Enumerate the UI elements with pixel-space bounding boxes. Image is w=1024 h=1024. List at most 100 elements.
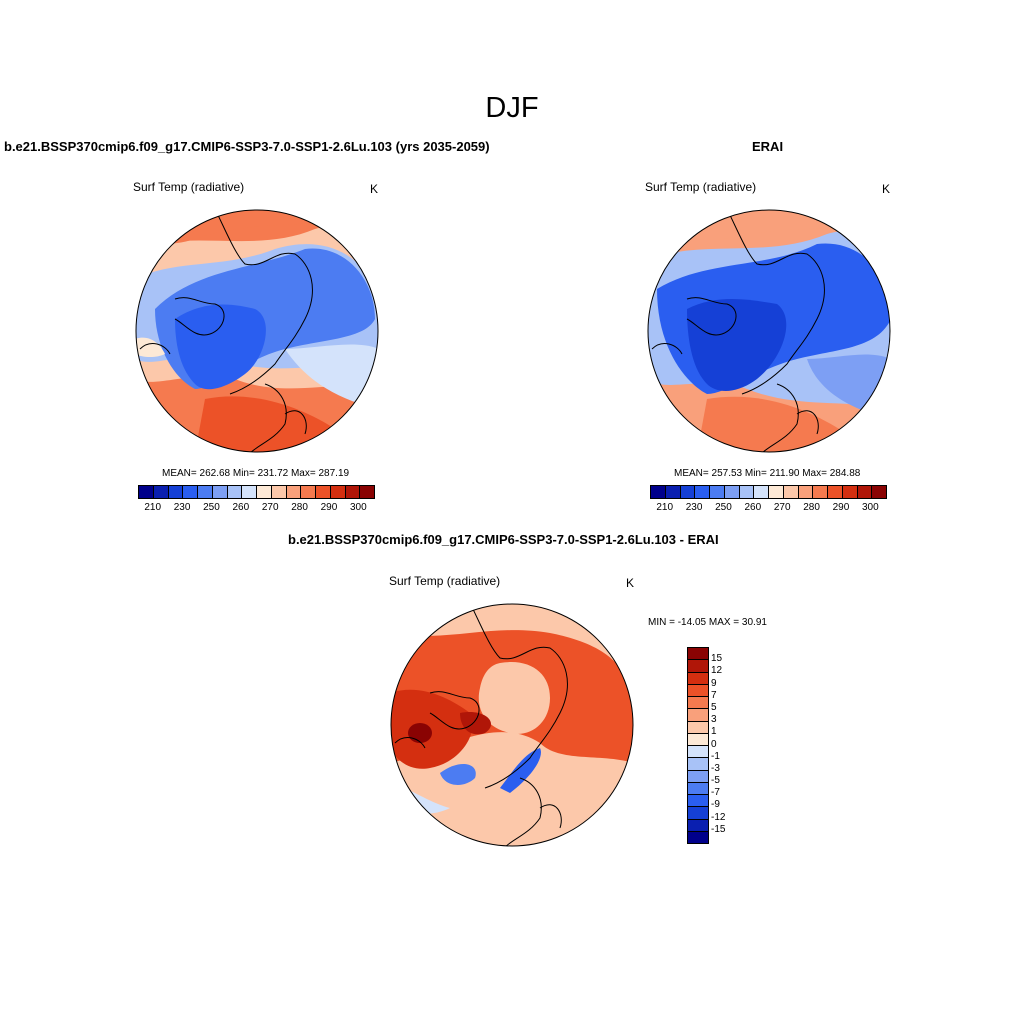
colorbar-swatch: [842, 486, 858, 498]
colorbar-swatch: [360, 486, 374, 498]
colorbar-swatch: [813, 486, 828, 498]
colorbar-swatch: [724, 486, 740, 498]
colorbar-swatch: [242, 486, 257, 498]
colorbar-tick-label: 0: [711, 738, 717, 750]
colorbar-swatch: [688, 770, 708, 783]
colorbar-swatch: [330, 486, 346, 498]
colorbar-tick-label: 250: [203, 502, 220, 513]
colorbar-tick-label: 260: [744, 502, 762, 513]
colorbar-swatch: [739, 486, 755, 498]
colorbar-swatch: [271, 486, 287, 498]
panel-2-stats: MEAN= 257.53 Min= 211.90 Max= 284.88: [674, 468, 861, 479]
colorbar-swatch: [695, 486, 710, 498]
colorbar-swatch: [688, 660, 708, 673]
panel-3-title: b.e21.BSSP370cmip6.f09_g17.CMIP6-SSP3-7.…: [288, 532, 719, 547]
panel-2-polar-map: [647, 209, 891, 453]
colorbar-swatch: [769, 486, 784, 498]
colorbar-swatch: [688, 746, 708, 759]
colorbar-tick-label: 230: [685, 502, 703, 513]
colorbar-tick-label: 250: [715, 502, 732, 513]
colorbar-swatch: [688, 697, 708, 710]
colorbar-tick-label: 5: [711, 701, 717, 713]
colorbar-tick-label: 280: [803, 502, 820, 513]
colorbar-tick-label: 290: [832, 502, 850, 513]
colorbar-swatch: [688, 819, 708, 832]
colorbar-swatch: [257, 486, 272, 498]
colorbar-swatch: [783, 486, 799, 498]
panel-3-stats: MIN = -14.05 MAX = 30.91: [648, 617, 767, 628]
panel-3-units: K: [626, 576, 635, 590]
panel-2-variable: Surf Temp (radiative): [645, 180, 757, 194]
colorbar-swatch: [857, 486, 873, 498]
colorbar-tick-label: 7: [711, 689, 717, 701]
panel-3-colorbar: [687, 647, 709, 844]
colorbar-swatch: [872, 486, 886, 498]
colorbar-swatch: [798, 486, 814, 498]
colorbar-swatch: [688, 648, 708, 661]
colorbar-tick-label: 12: [711, 665, 723, 677]
panel-1-colorbar: [138, 485, 375, 499]
colorbar-swatch: [688, 672, 708, 685]
colorbar-swatch: [688, 831, 708, 843]
panel-1-title: b.e21.BSSP370cmip6.f09_g17.CMIP6-SSP3-7.…: [4, 139, 490, 154]
colorbar-tick-label: 15: [711, 653, 723, 665]
panel-1-stats: MEAN= 262.68 Min= 231.72 Max= 287.19: [162, 468, 350, 479]
colorbar-tick-label: -1: [711, 750, 720, 762]
colorbar-swatch: [828, 486, 843, 498]
panel-2-colorbar: [650, 485, 887, 499]
colorbar-tick-label: 230: [173, 502, 191, 513]
colorbar-swatch: [688, 733, 708, 746]
panel-1-polar-map: [135, 209, 379, 453]
colorbar-tick-label: -7: [711, 787, 720, 799]
colorbar-tick-label: 280: [291, 502, 308, 513]
colorbar-swatch: [680, 486, 696, 498]
figure-title: DJF: [485, 92, 539, 124]
colorbar-swatch: [688, 684, 708, 697]
panel-2-title: ERAI: [752, 139, 784, 154]
colorbar-swatch: [198, 486, 213, 498]
colorbar-swatch: [212, 486, 228, 498]
colorbar-tick-label: 210: [144, 502, 162, 513]
colorbar-swatch: [286, 486, 302, 498]
colorbar-tick-label: 9: [711, 677, 717, 689]
colorbar-tick-label: 300: [861, 502, 879, 513]
panel-1-colorbar-ticks: 210 230 250 260 270 280 290 300: [138, 502, 373, 514]
colorbar-tick-label: 210: [656, 502, 674, 513]
panel-3-colorbar-ticks: 15 12 9 7 5 3 1 0 -1 -3 -5 -7 -9 -12 -15: [711, 647, 751, 842]
colorbar-tick-label: -12: [711, 811, 726, 823]
colorbar-tick-label: 3: [711, 714, 717, 726]
colorbar-tick-label: -9: [711, 799, 720, 811]
colorbar-tick-label: 270: [773, 502, 791, 513]
colorbar-swatch: [688, 807, 708, 820]
colorbar-tick-label: -5: [711, 775, 720, 787]
colorbar-tick-label: -3: [711, 762, 720, 774]
colorbar-tick-label: 1: [711, 726, 717, 738]
colorbar-swatch: [688, 709, 708, 722]
colorbar-swatch: [301, 486, 316, 498]
colorbar-swatch: [345, 486, 361, 498]
colorbar-swatch: [754, 486, 769, 498]
colorbar-swatch: [227, 486, 243, 498]
colorbar-swatch: [688, 721, 708, 734]
panel-3-polar-map: [390, 603, 634, 847]
colorbar-swatch: [139, 486, 154, 498]
colorbar-tick-label: -15: [711, 823, 726, 835]
colorbar-tick-label: 270: [261, 502, 279, 513]
colorbar-swatch: [688, 758, 708, 771]
colorbar-tick-label: 300: [349, 502, 367, 513]
colorbar-swatch: [168, 486, 184, 498]
colorbar-swatch: [153, 486, 169, 498]
colorbar-swatch: [710, 486, 725, 498]
colorbar-swatch: [316, 486, 331, 498]
colorbar-swatch: [688, 782, 708, 795]
panel-1-variable: Surf Temp (radiative): [133, 180, 245, 194]
colorbar-swatch: [183, 486, 198, 498]
panel-3-variable: Surf Temp (radiative): [389, 574, 501, 588]
colorbar-swatch: [665, 486, 681, 498]
colorbar-tick-label: 290: [320, 502, 338, 513]
panel-2-colorbar-ticks: 210 230 250 260 270 280 290 300: [650, 502, 885, 514]
colorbar-swatch: [688, 795, 708, 808]
colorbar-swatch: [651, 486, 666, 498]
panel-2-units: K: [882, 182, 891, 196]
panel-1-units: K: [370, 182, 379, 196]
